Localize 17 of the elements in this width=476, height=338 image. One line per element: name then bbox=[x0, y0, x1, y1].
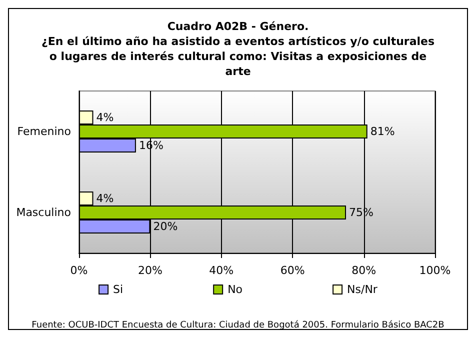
data-label: 4% bbox=[96, 111, 114, 124]
source-note: Fuente: OCUB-IDCT Encuesta de Cultura: Ciudad de Bogotá 2005. Formulario Básico BAC2B bbox=[32, 320, 444, 330]
x-tick-label: 60% bbox=[280, 264, 305, 277]
x-tick-label: 80% bbox=[352, 264, 376, 277]
legend-label: No bbox=[228, 283, 243, 296]
x-tick-label: 20% bbox=[138, 264, 162, 277]
data-label: 81% bbox=[370, 125, 395, 138]
y-tick-label: Masculino bbox=[16, 206, 72, 219]
x-tick-label: 0% bbox=[70, 264, 88, 277]
y-tick-label: Femenino bbox=[17, 125, 72, 138]
x-tick-label: 40% bbox=[209, 264, 234, 277]
data-label: 20% bbox=[153, 220, 178, 233]
legend-label: Si bbox=[113, 283, 124, 296]
chart-title: Cuadro A02B - Género. ¿En el último año ha asistido a eventos artísticos y/o culturales o lugares de interés cultural como: Visitas a exposiciones de arte bbox=[41, 20, 435, 78]
legend-label: Ns/Nr bbox=[347, 283, 378, 296]
data-label: 4% bbox=[96, 192, 114, 205]
x-tick-label: 100% bbox=[419, 264, 451, 277]
